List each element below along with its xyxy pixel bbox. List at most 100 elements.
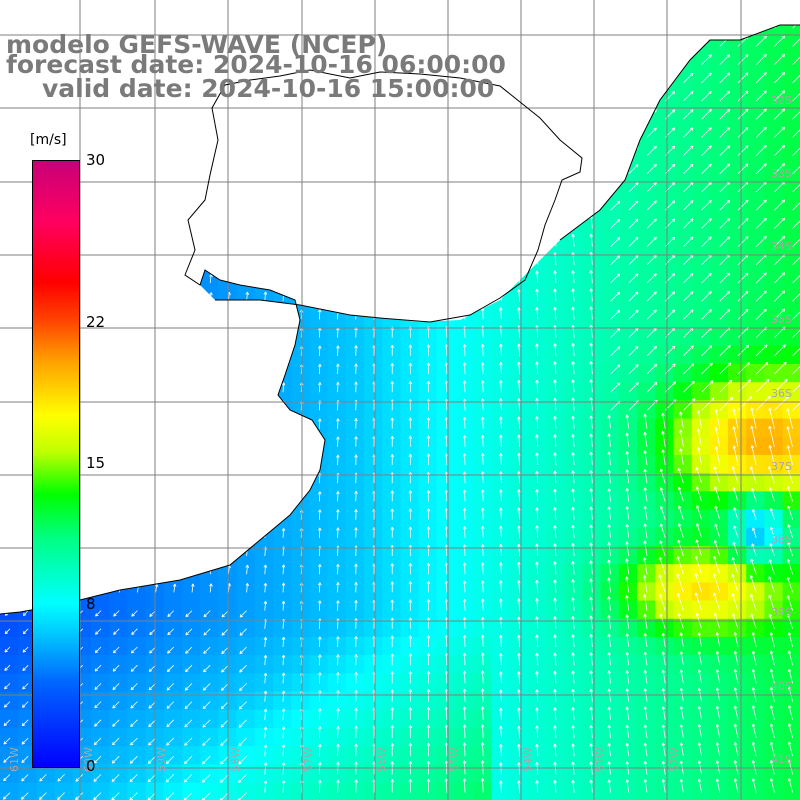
wind-arrow-head bbox=[690, 309, 694, 311]
wind-arrow bbox=[701, 90, 712, 102]
wind-speed-cell bbox=[382, 782, 401, 800]
wind-speed-cell bbox=[491, 327, 511, 347]
wind-arrow bbox=[646, 364, 657, 375]
wind-speed-cell bbox=[455, 455, 474, 474]
wind-arrow-head bbox=[765, 36, 767, 40]
wind-speed-cell bbox=[637, 182, 656, 201]
wind-arrow bbox=[628, 218, 639, 229]
wind-speed-cell bbox=[764, 764, 784, 784]
wind-arrow bbox=[683, 127, 694, 138]
wind-speed-cell bbox=[564, 618, 583, 638]
wind-arrow-head bbox=[618, 291, 621, 296]
wind-speed-cell bbox=[618, 582, 638, 602]
wind-speed-cell bbox=[527, 527, 547, 547]
wind-arrow bbox=[554, 343, 557, 356]
wind-arrow-head bbox=[572, 288, 575, 292]
wind-arrow-head bbox=[710, 236, 712, 240]
wind-arrow-head bbox=[409, 381, 413, 385]
wind-speed-cell bbox=[382, 491, 401, 511]
wind-arrow-head bbox=[673, 145, 676, 150]
wind-arrow bbox=[554, 361, 557, 375]
wind-speed-cell bbox=[546, 254, 565, 274]
wind-speed-cell bbox=[673, 145, 693, 165]
wind-speed-cell bbox=[637, 309, 656, 329]
wind-arrow bbox=[610, 346, 621, 357]
wind-speed-cell bbox=[236, 673, 256, 693]
wind-arrow bbox=[554, 270, 557, 284]
wind-speed-cell bbox=[382, 582, 401, 602]
wind-speed-cell bbox=[637, 364, 656, 383]
wind-speed-cell bbox=[655, 127, 674, 147]
wind-speed-cell bbox=[491, 436, 511, 456]
wind-arrow-head bbox=[635, 364, 639, 366]
wind-speed-cell bbox=[691, 764, 711, 784]
wind-arrow-head bbox=[635, 164, 639, 166]
wind-speed-cell bbox=[673, 382, 693, 401]
wind-arrow-head bbox=[746, 54, 749, 58]
wind-speed-cell bbox=[309, 527, 329, 547]
wind-speed-cell bbox=[618, 364, 638, 383]
wind-speed-cell bbox=[254, 637, 274, 656]
wind-arrow-head bbox=[653, 218, 657, 221]
wind-speed-cell bbox=[236, 691, 256, 711]
wind-speed-cell bbox=[418, 509, 438, 529]
wind-speed-cell bbox=[273, 764, 292, 784]
wind-speed-cell bbox=[709, 218, 729, 238]
wind-speed-cell bbox=[618, 382, 638, 401]
wind-arrow-head bbox=[536, 398, 539, 402]
wind-arrow-head bbox=[409, 362, 413, 366]
wind-speed-cell bbox=[691, 637, 711, 656]
wind-arrow bbox=[683, 381, 695, 393]
wind-speed-cell bbox=[418, 582, 438, 602]
wind-speed-cell bbox=[291, 655, 310, 674]
wind-arrow-head bbox=[783, 308, 786, 313]
wind-speed-cell bbox=[782, 91, 800, 110]
wind-speed-cell bbox=[473, 691, 492, 711]
wind-speed-cell bbox=[746, 145, 765, 165]
wind-arrow-head bbox=[746, 200, 749, 204]
wind-speed-cell bbox=[327, 655, 347, 674]
wind-speed-cell bbox=[400, 509, 420, 529]
wind-speed-cell bbox=[655, 273, 674, 292]
wind-speed-cell bbox=[418, 546, 438, 565]
wind-speed-cell bbox=[91, 709, 110, 729]
wind-arrow-head bbox=[781, 272, 785, 274]
wind-arrow-head bbox=[765, 127, 767, 131]
wind-speed-cell bbox=[200, 782, 219, 800]
wind-arrow-head bbox=[426, 362, 429, 366]
wind-speed-cell bbox=[564, 655, 583, 674]
wind-arrow-head bbox=[690, 163, 694, 166]
wind-arrow-head bbox=[746, 362, 750, 364]
wind-arrow-head bbox=[319, 363, 322, 367]
wind-speed-cell bbox=[782, 455, 800, 474]
wind-speed-cell bbox=[200, 709, 219, 729]
wind-arrow bbox=[755, 199, 767, 211]
wind-arrow bbox=[719, 145, 730, 156]
wind-arrow-head bbox=[726, 90, 730, 93]
wind-arrow-head bbox=[209, 292, 212, 296]
wind-arrow-head bbox=[554, 343, 557, 347]
wind-speed-cell bbox=[618, 236, 638, 256]
wind-arrow bbox=[701, 254, 712, 266]
wind-arrow-head bbox=[744, 236, 749, 238]
wind-speed-cell bbox=[600, 527, 620, 547]
wind-speed-cell bbox=[728, 182, 747, 201]
wind-speed-cell bbox=[163, 673, 183, 693]
wind-speed-cell bbox=[473, 728, 492, 747]
wind-speed-cell bbox=[527, 600, 547, 620]
wind-speed-cell bbox=[655, 637, 674, 656]
wind-arrow-head bbox=[710, 397, 715, 400]
wind-arrow bbox=[755, 290, 767, 302]
wind-speed-cell bbox=[400, 655, 420, 674]
wind-arrow-head bbox=[391, 363, 395, 367]
wind-arrow bbox=[701, 362, 713, 375]
wind-arrow-head bbox=[728, 145, 731, 149]
wind-arrow-head bbox=[784, 344, 786, 348]
wind-speed-cell bbox=[236, 764, 256, 784]
wind-speed-cell bbox=[764, 709, 784, 729]
wind-speed-cell bbox=[546, 436, 565, 456]
wind-arrow-head bbox=[500, 398, 503, 402]
wind-speed-cell bbox=[618, 709, 638, 729]
wind-speed-cell bbox=[728, 455, 747, 474]
wind-arrow-head bbox=[517, 398, 520, 402]
